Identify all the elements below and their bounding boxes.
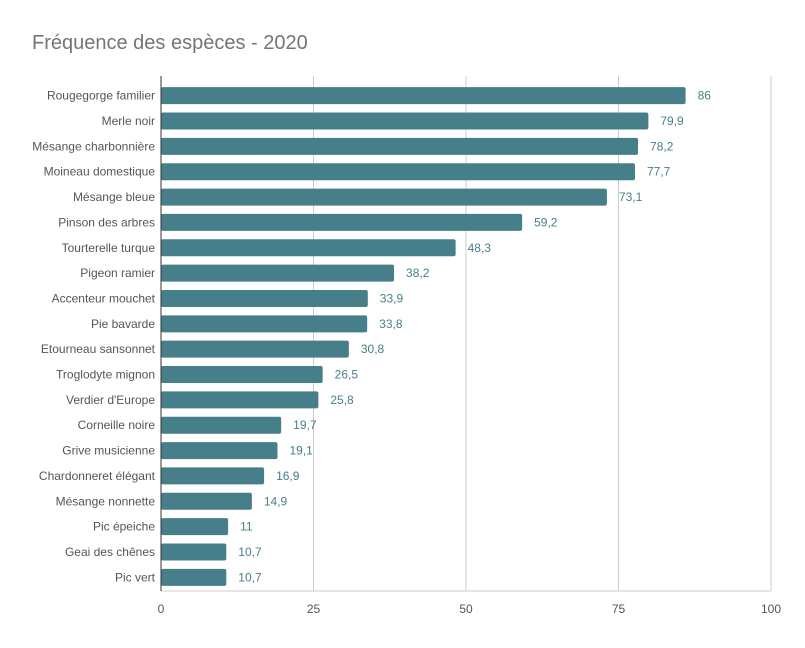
- data-label: 86: [698, 89, 712, 103]
- category-label: Accenteur mouchet: [52, 291, 156, 305]
- data-label: 16,9: [276, 469, 300, 483]
- data-label: 26,5: [335, 368, 359, 382]
- data-label: 25,8: [330, 393, 354, 407]
- x-tick-label: 100: [761, 602, 781, 616]
- category-label: Mésange bleue: [73, 190, 155, 204]
- data-label: 30,8: [361, 342, 385, 356]
- x-tick-label: 25: [307, 602, 321, 616]
- bar: [161, 315, 368, 333]
- bar: [161, 543, 227, 561]
- bar: [161, 518, 229, 536]
- data-label: 48,3: [468, 241, 492, 255]
- bar: [161, 416, 282, 434]
- category-label: Pic épeiche: [93, 520, 155, 534]
- category-label: Moineau domestique: [44, 165, 156, 179]
- data-label: 79,9: [660, 114, 684, 128]
- data-label: 73,1: [619, 190, 643, 204]
- bar: [161, 467, 265, 485]
- x-tick-label: 75: [612, 602, 626, 616]
- x-tick-label: 50: [459, 602, 473, 616]
- category-label: Rougegorge familier: [47, 89, 155, 103]
- bar: [161, 87, 686, 105]
- data-label: 33,8: [379, 317, 403, 331]
- category-label: Geai des chênes: [65, 545, 155, 559]
- bar: [161, 239, 456, 257]
- bar: [161, 137, 639, 155]
- category-label: Merle noir: [102, 114, 155, 128]
- data-label: 10,7: [238, 570, 262, 584]
- data-label: 78,2: [650, 139, 674, 153]
- bar: [161, 366, 323, 384]
- category-label: Mésange nonnette: [56, 494, 156, 508]
- bar: [161, 391, 319, 409]
- bar: [161, 264, 395, 282]
- data-label: 33,9: [380, 291, 404, 305]
- category-label: Troglodyte mignon: [56, 368, 155, 382]
- data-label: 59,2: [534, 215, 558, 229]
- data-label: 11: [240, 520, 253, 534]
- bar: [161, 442, 278, 460]
- category-label: Grive musicienne: [62, 444, 155, 458]
- data-label: 10,7: [238, 545, 262, 559]
- bar: [161, 163, 635, 181]
- category-label: Pie bavarde: [91, 317, 155, 331]
- data-label: 77,7: [647, 165, 671, 179]
- bar: [161, 340, 349, 358]
- bar: [161, 568, 227, 586]
- data-label: 14,9: [264, 494, 288, 508]
- x-tick-label: 0: [158, 602, 165, 616]
- data-label: 19,1: [290, 444, 314, 458]
- category-label: Pic vert: [115, 570, 156, 584]
- category-label: Mésange charbonnière: [32, 139, 155, 153]
- bar: [161, 289, 368, 307]
- bar: [161, 112, 649, 130]
- category-label: Tourterelle turque: [62, 241, 156, 255]
- chart-title: Fréquence des espèces - 2020: [32, 32, 308, 54]
- data-label: 19,7: [293, 418, 317, 432]
- category-label: Corneille noire: [78, 418, 156, 432]
- category-label: Chardonneret élégant: [39, 469, 156, 483]
- category-label: Pinson des arbres: [58, 215, 155, 229]
- data-label: 38,2: [406, 266, 430, 280]
- category-label: Pigeon ramier: [80, 266, 155, 280]
- bar: [161, 492, 252, 510]
- bar: [161, 213, 523, 231]
- bar: [161, 188, 607, 206]
- category-label: Verdier d'Europe: [66, 393, 155, 407]
- category-label: Etourneau sansonnet: [41, 342, 156, 356]
